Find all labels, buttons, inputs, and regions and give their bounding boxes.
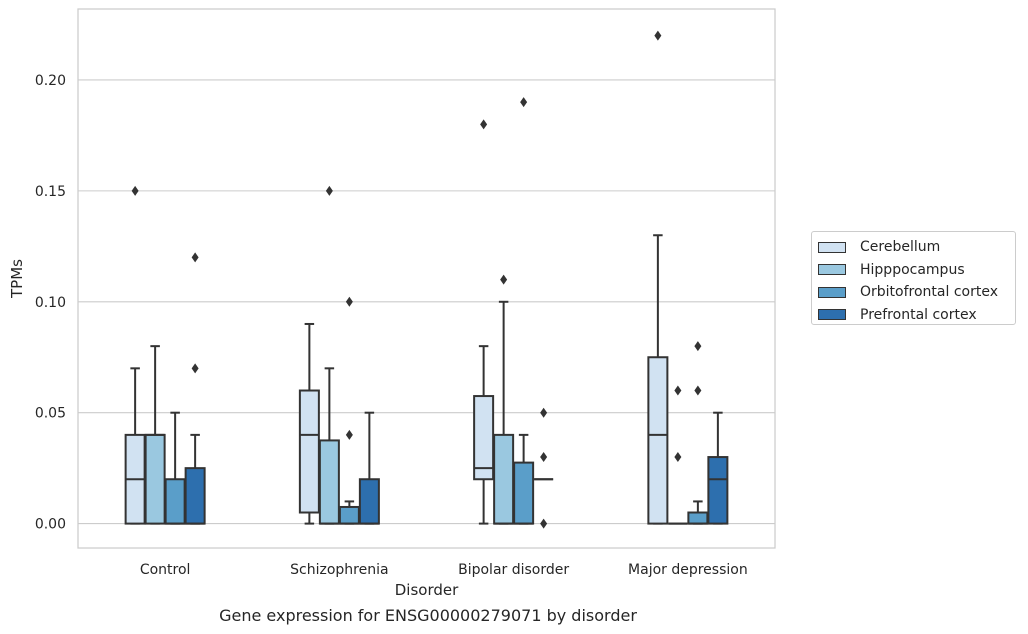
box-hipppocampus-schizophrenia [318, 185, 340, 525]
y-tick-labels: 0.00 0.05 0.10 0.15 0.20 [35, 73, 66, 533]
outlier-marker [325, 185, 333, 196]
box-cerebellum-bipolar-disorder [473, 119, 495, 525]
box-iqr [144, 433, 166, 525]
box-iqr [338, 505, 360, 525]
x-tick-label: Bipolar disorder [458, 562, 569, 578]
y-tick-label: 0.20 [35, 73, 66, 89]
box-groups [124, 30, 729, 529]
box-hipppocampus-major-depression [668, 385, 688, 525]
legend-item: Hipppocampus [818, 259, 1009, 282]
box-iqr [707, 456, 729, 525]
outlier-marker [480, 119, 488, 130]
box-iqr [358, 478, 380, 525]
box-iqr [298, 389, 320, 514]
legend-swatch [818, 264, 846, 276]
figure-caption: Gene expression for ENSG00000279071 by d… [219, 606, 637, 625]
y-tick-label: 0.10 [35, 295, 66, 311]
outlier-marker [654, 30, 662, 41]
x-tick-label: Control [140, 562, 191, 578]
legend-label: Cerebellum [860, 239, 941, 256]
legend-item: Cerebellum [818, 236, 1009, 259]
box-prefrontal-cortex-schizophrenia [358, 411, 380, 525]
x-axis-title: Disorder [395, 581, 459, 599]
box-iqr [687, 511, 709, 525]
legend-item: Orbitofrontal cortex [818, 281, 1009, 304]
outlier-marker [191, 363, 199, 374]
legend-swatch [818, 309, 846, 321]
box-prefrontal-cortex-control [184, 252, 206, 525]
outlier-marker [674, 452, 682, 463]
y-tick-label: 0.05 [35, 406, 66, 422]
box-prefrontal-cortex-bipolar-disorder [534, 407, 554, 529]
box-orbitofrontal-cortex-major-depression [687, 341, 709, 525]
box-iqr [318, 439, 340, 525]
legend-label: Orbitofrontal cortex [860, 284, 998, 301]
x-tick-labels: Control Schizophrenia Bipolar disorder Majo… [140, 562, 748, 578]
x-tick-label: Schizophrenia [290, 562, 388, 578]
box-iqr [473, 395, 495, 481]
outlier-marker [694, 385, 702, 396]
outlier-marker [500, 274, 508, 285]
outlier-marker [694, 341, 702, 352]
legend: Cerebellum Hipppocampus Orbitofrontal cort… [811, 231, 1016, 325]
legend-label: Prefrontal cortex [860, 306, 977, 323]
x-tick-label: Major depression [628, 562, 748, 578]
box-prefrontal-cortex-major-depression [707, 411, 729, 525]
outlier-marker [540, 518, 548, 529]
box-orbitofrontal-cortex-bipolar-disorder [513, 97, 535, 525]
y-tick-label: 0.00 [35, 517, 66, 533]
outlier-marker [540, 452, 548, 463]
box-cerebellum-major-depression [647, 30, 669, 525]
box-hipppocampus-bipolar-disorder [493, 274, 515, 525]
box-iqr [164, 478, 186, 525]
box-iqr [647, 356, 669, 525]
legend-swatch [818, 286, 846, 298]
outlier-marker [540, 407, 548, 418]
outlier-marker [345, 429, 353, 440]
box-orbitofrontal-cortex-schizophrenia [338, 296, 360, 525]
outlier-marker [520, 97, 528, 108]
plot-area [77, 8, 776, 549]
outlier-marker [345, 296, 353, 307]
legend-label: Hipppocampus [860, 261, 965, 278]
y-tick-label: 0.15 [35, 184, 66, 200]
legend-swatch [818, 241, 846, 253]
box-iqr [493, 433, 515, 525]
y-axis-title: TPMs [8, 259, 26, 299]
box-iqr [184, 467, 206, 525]
outlier-marker [674, 385, 682, 396]
outlier-marker [131, 185, 139, 196]
legend-item: Prefrontal cortex [818, 304, 1009, 327]
outlier-marker [191, 252, 199, 263]
box-iqr [513, 461, 535, 525]
